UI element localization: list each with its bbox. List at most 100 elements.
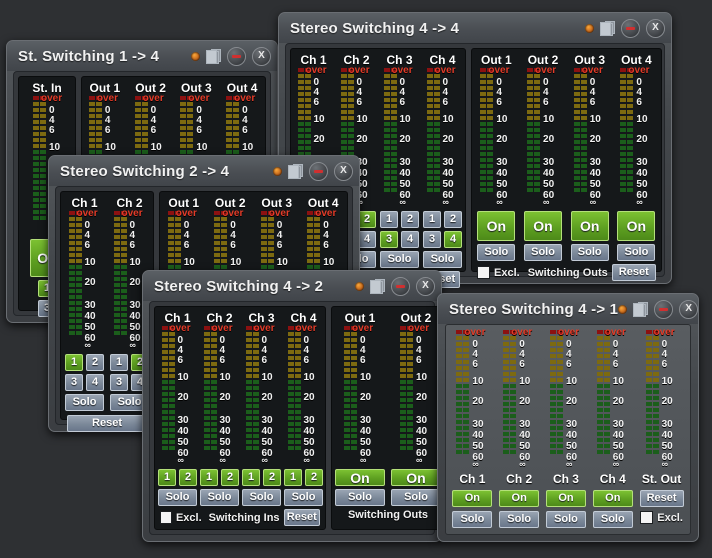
meter-led	[314, 265, 321, 269]
meter-led	[351, 440, 357, 444]
titlebar[interactable]: Stereo Switching 2 -> 4 X	[49, 156, 359, 186]
solo-button[interactable]: Solo	[200, 489, 239, 506]
meter-led	[252, 332, 259, 336]
reset-button[interactable]: Reset	[639, 490, 684, 507]
pages-icon[interactable]	[288, 163, 303, 179]
minimize-icon[interactable]	[621, 18, 640, 38]
meter-led	[510, 408, 517, 412]
output-on-button[interactable]: On	[570, 211, 609, 241]
output-on-button[interactable]: On	[335, 469, 385, 486]
titlebar[interactable]: Stereo Switching 4 -> 2 X	[143, 271, 441, 301]
route-button-4[interactable]: 4	[358, 231, 376, 248]
meter-led	[210, 440, 217, 444]
route-button-4[interactable]: 4	[86, 374, 104, 391]
meter-led	[120, 211, 127, 215]
window-stereo-switching-4-1[interactable]: Stereo Switching 4 -> 1 X over 0 4 6 10 20 30 4…	[437, 293, 699, 542]
meter-led	[534, 164, 541, 168]
exclusive-checkbox[interactable]	[160, 511, 172, 524]
pages-icon[interactable]	[370, 278, 385, 294]
solo-button[interactable]: Solo	[452, 511, 493, 528]
titlebar[interactable]: Stereo Switching 4 -> 1 X	[438, 294, 699, 324]
close-icon[interactable]: X	[679, 299, 699, 319]
route-button-4[interactable]: 4	[401, 231, 419, 248]
output-on-button[interactable]: On	[617, 211, 656, 241]
solo-button[interactable]: Solo	[158, 489, 197, 506]
route-button-1[interactable]: 1	[380, 211, 398, 228]
meter-tick-label: 10	[177, 372, 189, 383]
output-on-button[interactable]: On	[524, 211, 563, 241]
minimize-icon[interactable]	[654, 299, 674, 319]
solo-button[interactable]: Solo	[545, 511, 586, 528]
titlebar[interactable]: Stereo Switching 4 -> 4 X	[279, 13, 671, 43]
solo-button[interactable]: Solo	[391, 489, 441, 506]
close-icon[interactable]: X	[252, 46, 271, 66]
solo-button[interactable]: Solo	[380, 251, 419, 268]
route-button-1[interactable]: 1	[110, 354, 128, 371]
solo-button[interactable]: Solo	[592, 511, 633, 528]
exclusive-checkbox[interactable]	[477, 266, 490, 279]
route-button-1[interactable]: 1	[158, 469, 176, 486]
meter-led	[527, 134, 534, 138]
page-title: Stereo Switching 4 -> 2	[154, 277, 324, 295]
output-on-button[interactable]: On	[477, 211, 516, 241]
route-button-2[interactable]: 2	[444, 211, 462, 228]
meter-led	[245, 356, 252, 360]
meter-led	[556, 444, 563, 448]
route-button-2[interactable]: 2	[263, 469, 281, 486]
meter-tick-label: 10	[399, 114, 411, 125]
minimize-icon[interactable]	[309, 161, 328, 181]
meter-tick-label: 60	[636, 190, 648, 201]
solo-button[interactable]: Solo	[423, 251, 462, 268]
pages-icon[interactable]	[600, 20, 615, 36]
pages-icon[interactable]	[206, 48, 221, 64]
reset-button-outs[interactable]: Reset	[611, 264, 656, 281]
meter-led	[400, 434, 406, 438]
exclusive-checkbox[interactable]	[640, 511, 654, 524]
meter-led	[297, 152, 304, 156]
route-button-1[interactable]: 1	[242, 469, 260, 486]
route-button-1[interactable]: 1	[200, 469, 218, 486]
pages-icon[interactable]	[633, 301, 649, 317]
close-icon[interactable]: X	[646, 18, 665, 38]
solo-button[interactable]: Solo	[335, 489, 385, 506]
route-button-2[interactable]: 2	[221, 469, 239, 486]
route-button-1[interactable]: 1	[423, 211, 441, 228]
route-button-3[interactable]: 3	[65, 374, 83, 391]
minimize-icon[interactable]	[227, 46, 246, 66]
solo-button[interactable]: Solo	[570, 244, 609, 261]
channel-on-button[interactable]: On	[452, 490, 493, 507]
window-stereo-switching-4-2[interactable]: Stereo Switching 4 -> 2 X Ch 1 over 0 4 6 10 2…	[142, 270, 445, 542]
reset-button-ins[interactable]: Reset	[283, 509, 320, 526]
route-button-2[interactable]: 2	[401, 211, 419, 228]
titlebar[interactable]: St. Switching 1 -> 4 X	[7, 41, 277, 71]
solo-button[interactable]: Solo	[242, 489, 281, 506]
solo-button[interactable]: Solo	[65, 394, 104, 411]
route-button-1[interactable]: 1	[284, 469, 302, 486]
reset-button-ins[interactable]: Reset	[67, 415, 147, 432]
close-icon[interactable]: X	[416, 276, 435, 296]
close-icon[interactable]: X	[334, 161, 353, 181]
route-button-2[interactable]: 2	[86, 354, 104, 371]
route-button-3[interactable]: 3	[110, 374, 128, 391]
solo-button[interactable]: Solo	[524, 244, 563, 261]
route-button-4[interactable]: 4	[444, 231, 462, 248]
meter-led	[168, 434, 175, 438]
output-on-button[interactable]: On	[391, 469, 441, 486]
meter-led	[383, 86, 390, 90]
route-button-2[interactable]: 2	[358, 211, 376, 228]
route-button-3[interactable]: 3	[380, 231, 398, 248]
route-button-3[interactable]: 3	[423, 231, 441, 248]
meter-led	[260, 247, 267, 251]
route-button-2[interactable]: 2	[305, 469, 323, 486]
channel-on-button[interactable]: On	[499, 490, 540, 507]
solo-button[interactable]: Solo	[477, 244, 516, 261]
solo-button[interactable]: Solo	[499, 511, 540, 528]
route-button-2[interactable]: 2	[179, 469, 197, 486]
channel-on-button[interactable]: On	[592, 490, 633, 507]
route-button-1[interactable]: 1	[65, 354, 83, 371]
channel-on-button[interactable]: On	[545, 490, 586, 507]
solo-button[interactable]: Solo	[617, 244, 656, 261]
meter-led	[487, 68, 494, 72]
solo-button[interactable]: Solo	[284, 489, 323, 506]
minimize-icon[interactable]	[391, 276, 410, 296]
